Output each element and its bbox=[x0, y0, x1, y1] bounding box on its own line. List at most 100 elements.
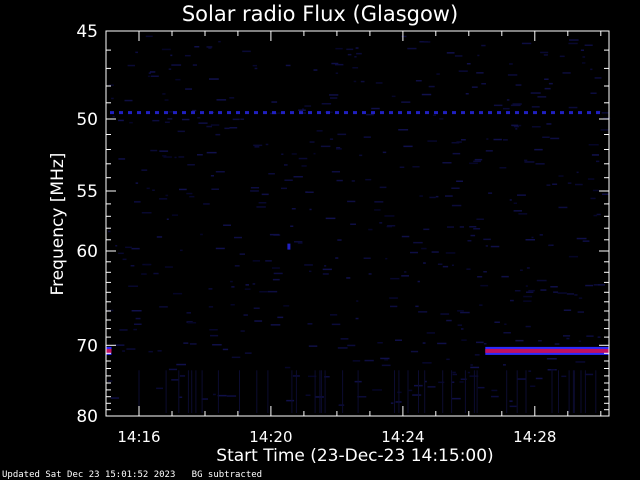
noise-speck bbox=[465, 93, 469, 95]
noise-speck bbox=[471, 86, 478, 88]
noise-speck bbox=[337, 133, 347, 136]
noise-speck bbox=[168, 68, 172, 70]
line-segment bbox=[146, 111, 150, 115]
noise-speck bbox=[381, 364, 391, 367]
noise-speck bbox=[452, 373, 457, 376]
noise-speck bbox=[457, 310, 464, 312]
noise-speck bbox=[586, 335, 594, 337]
noise-speck bbox=[442, 162, 452, 164]
line-segment bbox=[281, 111, 285, 115]
noise-streak bbox=[239, 370, 240, 413]
x-axis-ticks: 14:16 14:20 14:24 14:28 bbox=[105, 31, 602, 446]
noise-speck bbox=[244, 352, 252, 354]
noise-speck bbox=[364, 359, 374, 362]
noise-speck bbox=[309, 208, 312, 211]
noise-speck bbox=[419, 195, 423, 197]
noise-speck bbox=[284, 366, 291, 369]
noise-speck bbox=[122, 350, 125, 352]
line-segment bbox=[128, 111, 132, 115]
noise-streak bbox=[442, 370, 444, 413]
noise-speck bbox=[490, 245, 500, 248]
x-axis-label: Start Time (23-Dec-23 14:15:00) bbox=[216, 446, 494, 466]
noise-speck bbox=[401, 275, 409, 277]
noise-speck bbox=[524, 159, 528, 162]
line-segment bbox=[389, 111, 393, 115]
noise-speck bbox=[585, 284, 594, 287]
noise-speck bbox=[131, 310, 142, 312]
noise-speck bbox=[108, 309, 114, 312]
noise-speck bbox=[421, 247, 427, 250]
line-segment bbox=[236, 111, 240, 115]
line-segment bbox=[344, 111, 348, 115]
line-segment bbox=[479, 111, 483, 115]
noise-speck bbox=[353, 80, 357, 83]
noise-speck bbox=[277, 112, 285, 114]
y-tick-label: 70 bbox=[76, 336, 98, 356]
noise-speck bbox=[206, 151, 217, 154]
line-segment bbox=[461, 111, 465, 115]
noise-speck bbox=[590, 92, 597, 94]
noise-speck bbox=[298, 109, 306, 111]
noise-speck bbox=[536, 279, 547, 282]
noise-speck bbox=[325, 217, 336, 220]
noise-streak bbox=[357, 370, 359, 413]
spectrogram-features bbox=[106, 111, 609, 355]
noise-streak bbox=[324, 370, 326, 413]
spectrogram-texture bbox=[108, 35, 611, 413]
line-segment bbox=[182, 111, 186, 115]
noise-speck bbox=[208, 288, 213, 290]
noise-speck bbox=[539, 234, 543, 236]
noise-speck bbox=[324, 376, 330, 378]
noise-speck bbox=[437, 342, 447, 345]
noise-speck bbox=[517, 378, 527, 380]
noise-speck bbox=[521, 42, 532, 45]
noise-speck bbox=[305, 394, 311, 396]
noise-speck bbox=[493, 138, 502, 141]
noise-speck bbox=[503, 364, 506, 366]
line-segment bbox=[416, 111, 420, 115]
noise-speck bbox=[401, 101, 411, 103]
line-segment bbox=[326, 111, 330, 115]
noise-speck bbox=[308, 375, 317, 378]
noise-speck bbox=[347, 344, 356, 347]
line-segment bbox=[362, 111, 366, 115]
noise-speck bbox=[355, 317, 359, 320]
noise-speck bbox=[540, 51, 549, 54]
line-segment bbox=[272, 111, 276, 115]
y-tick-label: 60 bbox=[76, 242, 98, 262]
noise-streak bbox=[551, 370, 553, 413]
noise-streak bbox=[165, 370, 167, 413]
noise-speck bbox=[168, 368, 177, 371]
noise-speck bbox=[467, 371, 471, 374]
noise-speck bbox=[272, 278, 280, 281]
noise-speck bbox=[273, 272, 283, 275]
line-segment bbox=[524, 111, 528, 115]
noise-speck bbox=[253, 307, 260, 309]
noise-speck bbox=[157, 350, 162, 352]
noise-speck bbox=[253, 144, 263, 147]
noise-speck bbox=[230, 304, 235, 306]
noise-speck bbox=[151, 75, 159, 77]
noise-speck bbox=[447, 226, 454, 228]
noise-speck bbox=[469, 375, 479, 377]
line-segment bbox=[551, 111, 555, 115]
noise-speck bbox=[322, 268, 332, 271]
noise-speck bbox=[576, 237, 587, 240]
noise-speck bbox=[122, 258, 127, 261]
noise-speck bbox=[575, 183, 583, 186]
noise-speck bbox=[509, 63, 513, 65]
noise-speck bbox=[523, 295, 533, 298]
noise-speck bbox=[308, 345, 318, 347]
plot-frame bbox=[105, 30, 610, 417]
noise-speck bbox=[415, 80, 422, 82]
noise-speck bbox=[265, 143, 269, 146]
noise-speck bbox=[210, 124, 220, 126]
noise-speck bbox=[115, 344, 125, 346]
noise-speck bbox=[240, 118, 244, 120]
noise-speck bbox=[356, 300, 359, 302]
noise-speck bbox=[480, 284, 489, 287]
noise-speck bbox=[451, 204, 462, 207]
noise-speck bbox=[336, 179, 343, 182]
noise-speck bbox=[379, 186, 387, 189]
noise-speck bbox=[271, 101, 278, 103]
